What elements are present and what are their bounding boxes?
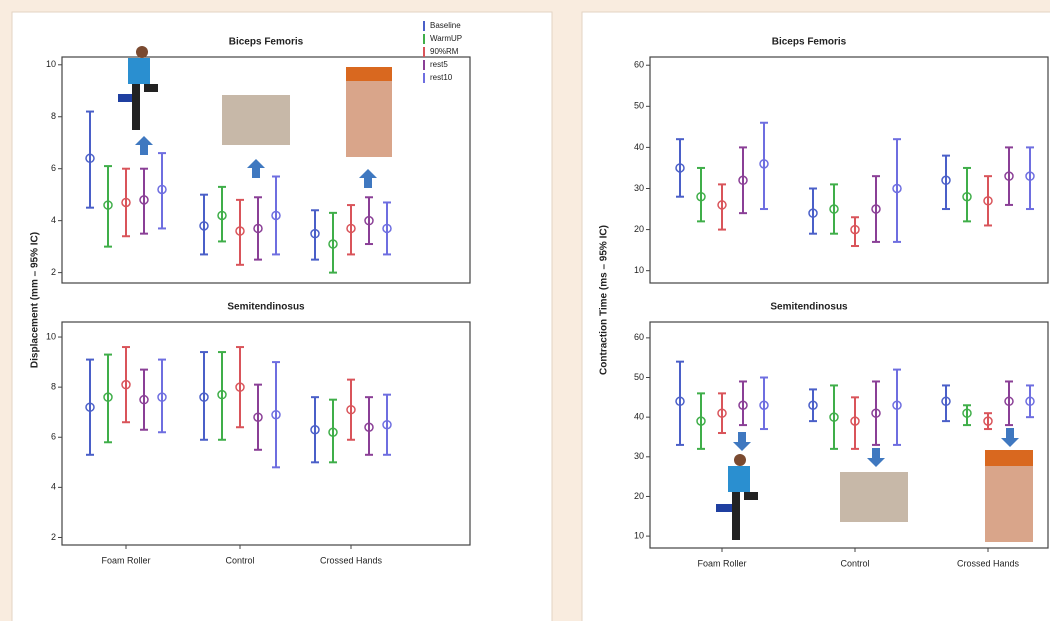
- legend-label: rest10: [430, 73, 453, 82]
- legend-label: WarmUP: [430, 34, 462, 43]
- y-tick-label: 8: [51, 111, 56, 121]
- photo-crossed-hands-band: [346, 67, 392, 81]
- x-tick-label: Foam Roller: [697, 558, 746, 568]
- y-tick-label: 50: [634, 372, 644, 382]
- y-axis-label: Contraction Time (ms – 95% IC): [599, 225, 610, 375]
- y-tick-label: 60: [634, 332, 644, 342]
- right-panel: [582, 12, 1050, 621]
- x-tick-label: Crossed Hands: [957, 558, 1020, 568]
- y-tick-label: 50: [634, 101, 644, 111]
- photo-crossed-hands-band: [985, 450, 1033, 466]
- y-tick-label: 40: [634, 142, 644, 152]
- y-tick-label: 4: [51, 482, 56, 492]
- y-axis-label: Displacement (mm – 95% IC): [30, 232, 41, 368]
- y-tick-label: 2: [51, 267, 56, 277]
- y-tick-label: 10: [634, 530, 644, 540]
- figure: Biceps Femoris 2 4 6 8 10 Displacement (mm – 9…: [0, 0, 1050, 621]
- y-tick-label: 30: [634, 183, 644, 193]
- y-tick-label: 60: [634, 60, 644, 70]
- chart-title: Biceps Femoris: [229, 37, 304, 48]
- x-tick-label: Crossed Hands: [320, 555, 383, 565]
- y-tick-label: 8: [51, 382, 56, 392]
- photo-control: [840, 472, 908, 522]
- y-tick-label: 10: [634, 265, 644, 275]
- y-tick-label: 40: [634, 412, 644, 422]
- y-tick-label: 10: [46, 331, 56, 341]
- x-tick-label: Control: [840, 558, 869, 568]
- y-tick-label: 6: [51, 163, 56, 173]
- y-tick-label: 4: [51, 215, 56, 225]
- chart-title: Semitendinosus: [227, 302, 305, 313]
- legend-label: rest5: [430, 60, 448, 69]
- y-tick-label: 2: [51, 532, 56, 542]
- y-tick-label: 20: [634, 491, 644, 501]
- y-tick-label: 6: [51, 432, 56, 442]
- chart-title: Biceps Femoris: [772, 37, 847, 48]
- page: Biceps Femoris 2 4 6 8 10 Displacement (mm – 9…: [0, 0, 1050, 621]
- y-tick-label: 20: [634, 224, 644, 234]
- x-tick-label: Control: [225, 555, 254, 565]
- y-tick-label: 30: [634, 451, 644, 461]
- legend-label: 90%RM: [430, 47, 459, 56]
- chart-title: Semitendinosus: [770, 302, 848, 313]
- x-tick-label: Foam Roller: [101, 555, 150, 565]
- y-tick-label: 10: [46, 59, 56, 69]
- legend-label: Baseline: [430, 21, 461, 30]
- photo-control: [222, 95, 290, 145]
